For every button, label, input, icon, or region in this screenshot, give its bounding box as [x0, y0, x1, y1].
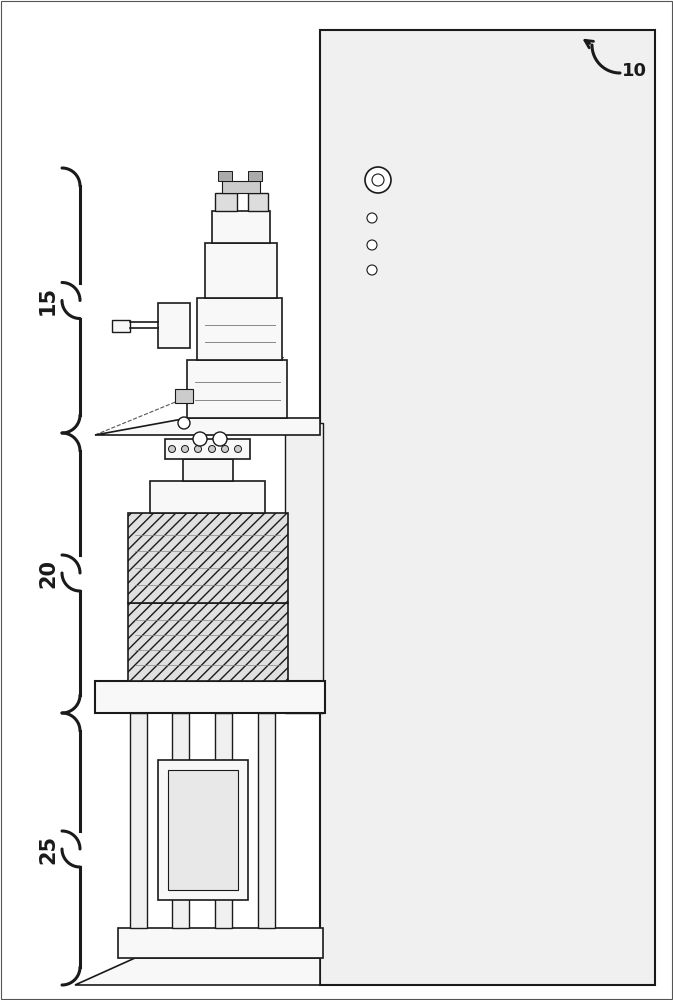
- FancyArrowPatch shape: [585, 40, 594, 48]
- Circle shape: [182, 446, 188, 452]
- Bar: [128, 603, 288, 681]
- Bar: [168, 770, 238, 890]
- Bar: [112, 320, 130, 332]
- Circle shape: [372, 174, 384, 186]
- Bar: [175, 389, 193, 403]
- Polygon shape: [75, 958, 320, 985]
- Circle shape: [367, 213, 377, 223]
- Circle shape: [221, 446, 229, 452]
- Bar: [128, 513, 288, 603]
- Circle shape: [234, 446, 242, 452]
- Circle shape: [209, 446, 215, 452]
- Text: 10: 10: [621, 62, 647, 80]
- Circle shape: [367, 265, 377, 275]
- Bar: [248, 193, 268, 211]
- Bar: [158, 303, 190, 348]
- Polygon shape: [95, 418, 320, 435]
- Circle shape: [213, 432, 227, 446]
- Text: 15: 15: [38, 286, 58, 315]
- Bar: [285, 423, 323, 713]
- Bar: [218, 171, 232, 181]
- Bar: [320, 30, 655, 985]
- Bar: [165, 439, 250, 459]
- Bar: [172, 713, 189, 928]
- Bar: [187, 360, 287, 418]
- Bar: [158, 760, 248, 900]
- Bar: [130, 713, 147, 928]
- Circle shape: [365, 167, 391, 193]
- Circle shape: [168, 446, 176, 452]
- Bar: [183, 459, 233, 481]
- Bar: [150, 481, 265, 513]
- Text: 25: 25: [38, 834, 58, 864]
- Bar: [222, 181, 260, 193]
- Circle shape: [178, 417, 190, 429]
- Bar: [118, 928, 323, 958]
- Circle shape: [194, 446, 201, 452]
- Bar: [95, 681, 325, 713]
- Text: 20: 20: [38, 558, 58, 587]
- Bar: [258, 713, 275, 928]
- Circle shape: [193, 432, 207, 446]
- Bar: [205, 243, 277, 298]
- Circle shape: [367, 240, 377, 250]
- Bar: [215, 193, 237, 211]
- Bar: [248, 171, 262, 181]
- Bar: [215, 713, 232, 928]
- Bar: [197, 298, 282, 360]
- Bar: [212, 211, 270, 243]
